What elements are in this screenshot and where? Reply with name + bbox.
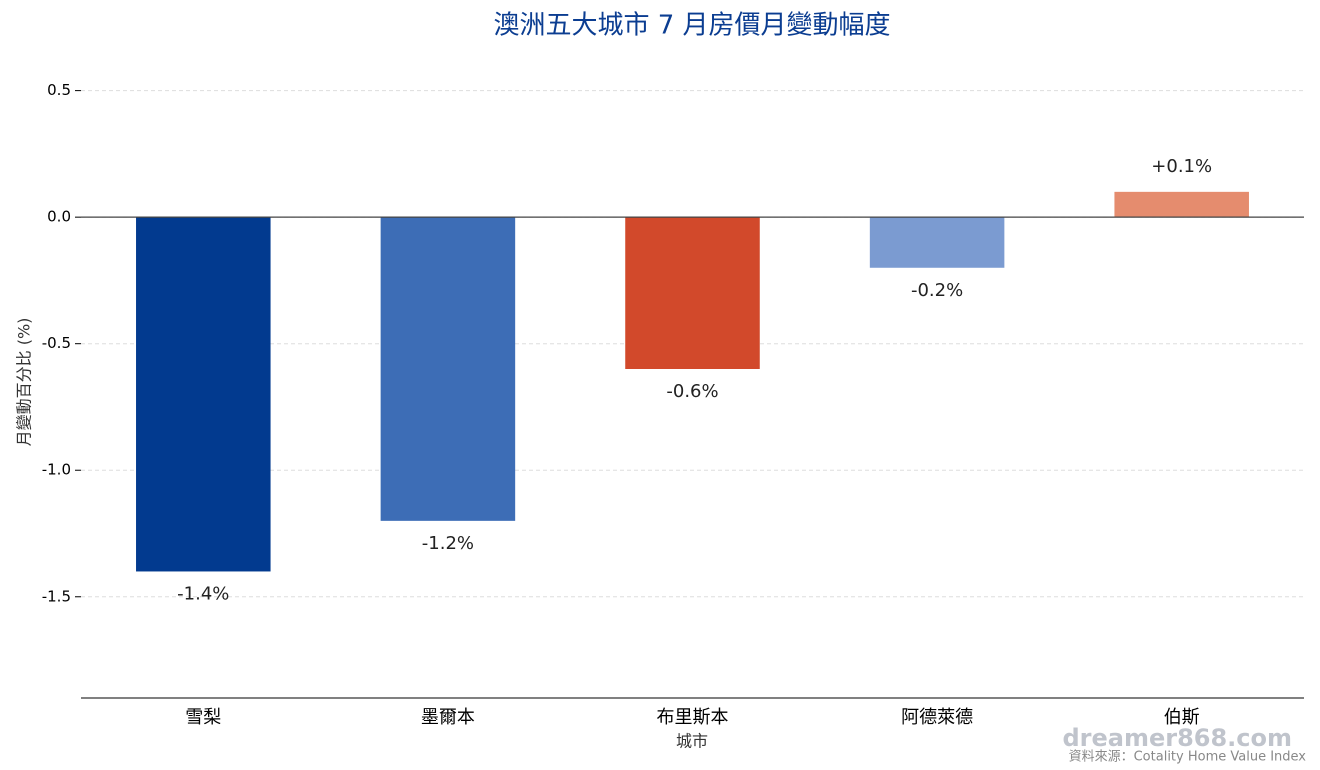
source-note: 資料來源：Cotality Home Value Index — [1069, 750, 1307, 765]
x-tick-label: 雪梨 — [185, 707, 221, 728]
x-tick-label: 墨爾本 — [421, 707, 475, 728]
value-label: -0.6% — [666, 381, 718, 402]
chart-title: 澳洲五大城市 7 月房價月變動幅度 — [493, 11, 890, 41]
bar — [1114, 191, 1249, 218]
y-tick-label: -1.0 — [42, 461, 71, 479]
bar — [869, 217, 1005, 268]
x-tick-label: 阿德萊德 — [901, 707, 973, 728]
y-tick-label: 0.5 — [47, 81, 71, 99]
y-tick-label: -1.5 — [42, 587, 71, 605]
bar — [380, 217, 516, 521]
y-tick-label: -0.5 — [42, 334, 71, 352]
y-tick-label: 0.0 — [47, 208, 71, 226]
value-label: +0.1% — [1151, 156, 1212, 177]
value-label: -1.2% — [422, 533, 474, 554]
x-tick-label: 伯斯 — [1164, 707, 1200, 728]
bar — [136, 217, 271, 572]
value-label: -1.4% — [177, 583, 229, 604]
x-tick-label: 布里斯本 — [657, 707, 729, 728]
x-axis-label: 城市 — [676, 732, 708, 751]
watermark: dreamer868.com — [1062, 724, 1292, 752]
y-axis-label: 月變動百分比 (%) — [15, 318, 34, 447]
bar — [625, 217, 760, 369]
value-label: -0.2% — [911, 280, 963, 301]
